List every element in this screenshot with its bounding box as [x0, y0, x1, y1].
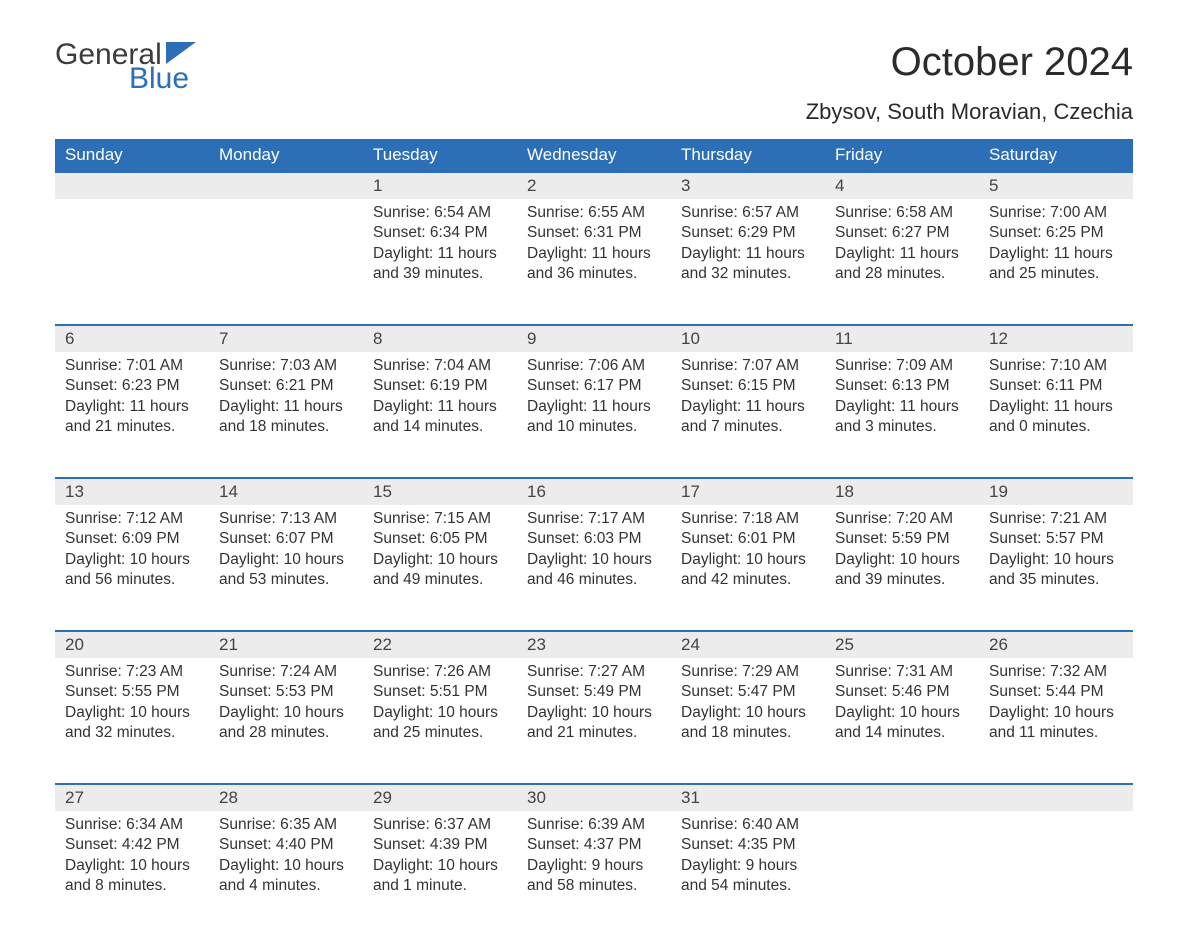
- calendar-daynum-cell: [825, 784, 979, 811]
- calendar-daynum-cell: 2: [517, 172, 671, 199]
- calendar-daynum-cell: 21: [209, 631, 363, 658]
- calendar-daynum-cell: [979, 784, 1133, 811]
- calendar-day-cell: Sunrise: 6:39 AMSunset: 4:37 PMDaylight:…: [517, 811, 671, 937]
- calendar-day-cell: Sunrise: 7:23 AMSunset: 5:55 PMDaylight:…: [55, 658, 209, 784]
- calendar-day-cell: Sunrise: 7:27 AMSunset: 5:49 PMDaylight:…: [517, 658, 671, 784]
- calendar-daynum-cell: [55, 172, 209, 199]
- calendar-daynum-cell: 5: [979, 172, 1133, 199]
- calendar-daynum-row: 6789101112: [55, 325, 1133, 352]
- calendar-content-row: Sunrise: 6:34 AMSunset: 4:42 PMDaylight:…: [55, 811, 1133, 937]
- calendar-daynum-row: 20212223242526: [55, 631, 1133, 658]
- calendar-daynum-cell: 16: [517, 478, 671, 505]
- calendar-daynum-cell: 29: [363, 784, 517, 811]
- calendar-day-cell: Sunrise: 7:01 AMSunset: 6:23 PMDaylight:…: [55, 352, 209, 478]
- calendar-day-cell: Sunrise: 6:37 AMSunset: 4:39 PMDaylight:…: [363, 811, 517, 937]
- calendar-day-cell: Sunrise: 7:04 AMSunset: 6:19 PMDaylight:…: [363, 352, 517, 478]
- calendar-day-cell: Sunrise: 6:35 AMSunset: 4:40 PMDaylight:…: [209, 811, 363, 937]
- calendar-day-cell: Sunrise: 7:32 AMSunset: 5:44 PMDaylight:…: [979, 658, 1133, 784]
- calendar-daynum-row: 13141516171819: [55, 478, 1133, 505]
- calendar-day-cell: Sunrise: 7:03 AMSunset: 6:21 PMDaylight:…: [209, 352, 363, 478]
- calendar-header-cell: Friday: [825, 139, 979, 172]
- calendar-daynum-cell: 25: [825, 631, 979, 658]
- calendar-day-cell: Sunrise: 6:34 AMSunset: 4:42 PMDaylight:…: [55, 811, 209, 937]
- calendar-daynum-cell: 11: [825, 325, 979, 352]
- calendar-daynum-cell: 20: [55, 631, 209, 658]
- calendar-daynum-row: 2728293031: [55, 784, 1133, 811]
- calendar-daynum-cell: 27: [55, 784, 209, 811]
- calendar-header-cell: Tuesday: [363, 139, 517, 172]
- calendar-day-cell: Sunrise: 7:31 AMSunset: 5:46 PMDaylight:…: [825, 658, 979, 784]
- calendar-daynum-cell: 6: [55, 325, 209, 352]
- calendar-day-cell: Sunrise: 7:13 AMSunset: 6:07 PMDaylight:…: [209, 505, 363, 631]
- calendar-table: SundayMondayTuesdayWednesdayThursdayFrid…: [55, 139, 1133, 937]
- calendar-daynum-cell: 4: [825, 172, 979, 199]
- calendar-day-cell: Sunrise: 7:20 AMSunset: 5:59 PMDaylight:…: [825, 505, 979, 631]
- calendar-daynum-cell: 30: [517, 784, 671, 811]
- calendar-day-cell: [55, 199, 209, 325]
- calendar-day-cell: Sunrise: 7:10 AMSunset: 6:11 PMDaylight:…: [979, 352, 1133, 478]
- brand-word2: Blue: [129, 64, 189, 94]
- calendar-daynum-cell: 9: [517, 325, 671, 352]
- calendar-daynum-cell: 7: [209, 325, 363, 352]
- calendar-daynum-cell: 28: [209, 784, 363, 811]
- calendar-day-cell: Sunrise: 7:18 AMSunset: 6:01 PMDaylight:…: [671, 505, 825, 631]
- calendar-day-cell: Sunrise: 7:07 AMSunset: 6:15 PMDaylight:…: [671, 352, 825, 478]
- calendar-day-cell: Sunrise: 6:40 AMSunset: 4:35 PMDaylight:…: [671, 811, 825, 937]
- calendar-header-cell: Thursday: [671, 139, 825, 172]
- calendar-daynum-cell: 10: [671, 325, 825, 352]
- calendar-header-row: SundayMondayTuesdayWednesdayThursdayFrid…: [55, 139, 1133, 172]
- calendar-content-row: Sunrise: 6:54 AMSunset: 6:34 PMDaylight:…: [55, 199, 1133, 325]
- calendar-day-cell: Sunrise: 7:09 AMSunset: 6:13 PMDaylight:…: [825, 352, 979, 478]
- calendar-day-cell: Sunrise: 7:29 AMSunset: 5:47 PMDaylight:…: [671, 658, 825, 784]
- calendar-daynum-cell: 31: [671, 784, 825, 811]
- calendar-daynum-cell: [209, 172, 363, 199]
- calendar-day-cell: Sunrise: 6:54 AMSunset: 6:34 PMDaylight:…: [363, 199, 517, 325]
- calendar-daynum-cell: 15: [363, 478, 517, 505]
- calendar-header-cell: Saturday: [979, 139, 1133, 172]
- calendar-day-cell: Sunrise: 7:12 AMSunset: 6:09 PMDaylight:…: [55, 505, 209, 631]
- calendar-content-row: Sunrise: 7:23 AMSunset: 5:55 PMDaylight:…: [55, 658, 1133, 784]
- calendar-header-cell: Sunday: [55, 139, 209, 172]
- calendar-daynum-cell: 26: [979, 631, 1133, 658]
- calendar-day-cell: [209, 199, 363, 325]
- calendar-header-cell: Monday: [209, 139, 363, 172]
- calendar-day-cell: [825, 811, 979, 937]
- page-title: October 2024: [806, 40, 1133, 85]
- brand-logo: General Blue: [55, 40, 196, 94]
- calendar-daynum-cell: 23: [517, 631, 671, 658]
- calendar-daynum-cell: 8: [363, 325, 517, 352]
- calendar-content-row: Sunrise: 7:01 AMSunset: 6:23 PMDaylight:…: [55, 352, 1133, 478]
- calendar-day-cell: Sunrise: 7:00 AMSunset: 6:25 PMDaylight:…: [979, 199, 1133, 325]
- calendar-day-cell: Sunrise: 6:58 AMSunset: 6:27 PMDaylight:…: [825, 199, 979, 325]
- calendar-daynum-cell: 24: [671, 631, 825, 658]
- title-block: October 2024 Zbysov, South Moravian, Cze…: [806, 40, 1133, 125]
- calendar-daynum-cell: 18: [825, 478, 979, 505]
- calendar-day-cell: Sunrise: 6:55 AMSunset: 6:31 PMDaylight:…: [517, 199, 671, 325]
- header: General Blue October 2024 Zbysov, South …: [55, 40, 1133, 125]
- page-subtitle: Zbysov, South Moravian, Czechia: [806, 99, 1133, 125]
- calendar-day-cell: Sunrise: 6:57 AMSunset: 6:29 PMDaylight:…: [671, 199, 825, 325]
- calendar-daynum-cell: 3: [671, 172, 825, 199]
- calendar-day-cell: Sunrise: 7:06 AMSunset: 6:17 PMDaylight:…: [517, 352, 671, 478]
- calendar-day-cell: [979, 811, 1133, 937]
- calendar-daynum-row: 12345: [55, 172, 1133, 199]
- calendar-daynum-cell: 12: [979, 325, 1133, 352]
- calendar-daynum-cell: 14: [209, 478, 363, 505]
- calendar-daynum-cell: 17: [671, 478, 825, 505]
- calendar-daynum-cell: 22: [363, 631, 517, 658]
- calendar-day-cell: Sunrise: 7:17 AMSunset: 6:03 PMDaylight:…: [517, 505, 671, 631]
- calendar-daynum-cell: 19: [979, 478, 1133, 505]
- calendar-daynum-cell: 1: [363, 172, 517, 199]
- calendar-daynum-cell: 13: [55, 478, 209, 505]
- calendar-day-cell: Sunrise: 7:21 AMSunset: 5:57 PMDaylight:…: [979, 505, 1133, 631]
- calendar-day-cell: Sunrise: 7:15 AMSunset: 6:05 PMDaylight:…: [363, 505, 517, 631]
- calendar-content-row: Sunrise: 7:12 AMSunset: 6:09 PMDaylight:…: [55, 505, 1133, 631]
- calendar-day-cell: Sunrise: 7:26 AMSunset: 5:51 PMDaylight:…: [363, 658, 517, 784]
- calendar-header-cell: Wednesday: [517, 139, 671, 172]
- calendar-day-cell: Sunrise: 7:24 AMSunset: 5:53 PMDaylight:…: [209, 658, 363, 784]
